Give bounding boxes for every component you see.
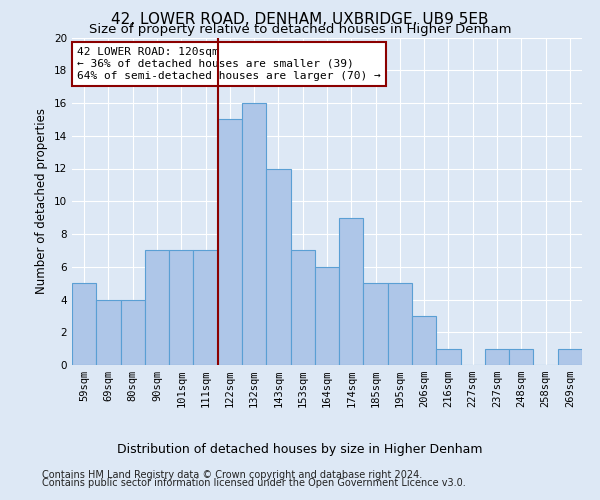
Text: Contains HM Land Registry data © Crown copyright and database right 2024.: Contains HM Land Registry data © Crown c…: [42, 470, 422, 480]
Text: 42 LOWER ROAD: 120sqm
← 36% of detached houses are smaller (39)
64% of semi-deta: 42 LOWER ROAD: 120sqm ← 36% of detached …: [77, 48, 381, 80]
Bar: [193, 250, 218, 365]
Text: Size of property relative to detached houses in Higher Denham: Size of property relative to detached ho…: [89, 22, 511, 36]
Bar: [266, 168, 290, 365]
Bar: [509, 348, 533, 365]
Bar: [436, 348, 461, 365]
Text: 42, LOWER ROAD, DENHAM, UXBRIDGE, UB9 5EB: 42, LOWER ROAD, DENHAM, UXBRIDGE, UB9 5E…: [111, 12, 489, 28]
Bar: [339, 218, 364, 365]
Bar: [121, 300, 145, 365]
Bar: [145, 250, 169, 365]
Bar: [96, 300, 121, 365]
Bar: [290, 250, 315, 365]
Bar: [485, 348, 509, 365]
Bar: [388, 283, 412, 365]
Bar: [169, 250, 193, 365]
Bar: [242, 103, 266, 365]
Bar: [558, 348, 582, 365]
Text: Contains public sector information licensed under the Open Government Licence v3: Contains public sector information licen…: [42, 478, 466, 488]
Bar: [364, 283, 388, 365]
Bar: [315, 267, 339, 365]
Bar: [412, 316, 436, 365]
Bar: [72, 283, 96, 365]
Bar: [218, 120, 242, 365]
Y-axis label: Number of detached properties: Number of detached properties: [35, 108, 49, 294]
Text: Distribution of detached houses by size in Higher Denham: Distribution of detached houses by size …: [117, 442, 483, 456]
